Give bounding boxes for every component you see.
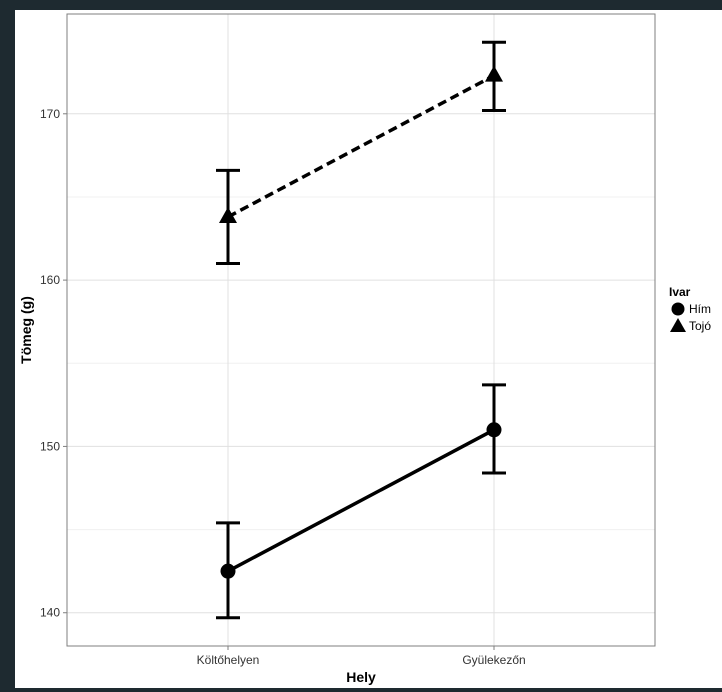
y-tick-label: 170 (40, 107, 60, 121)
x-tick-label: Költőhelyen (197, 653, 260, 667)
legend-key-Hím (671, 302, 685, 316)
series-line-Hím (227, 428, 495, 573)
x-tick-label: Gyülekezőn (462, 653, 525, 667)
series-line-Tojó (227, 73, 495, 219)
x-axis-title: Hely (346, 669, 376, 685)
legend-label-Hím: Hím (689, 302, 711, 316)
legend-key-Tojó (670, 318, 686, 332)
chart-panel: 140 150 160 170 Költőhelyen Gyülekezőn Hely Töm… (15, 10, 722, 688)
data-point-Tojó (219, 206, 237, 223)
chart: 140 150 160 170 Költőhelyen Gyülekezőn Hely Töm… (18, 13, 711, 685)
data-point-Hím (220, 563, 236, 579)
legend-title: Ivar (669, 285, 691, 299)
y-tick-label: 140 (40, 606, 60, 620)
y-axis-title: Tömeg (g) (18, 296, 34, 364)
data-point-Tojó (485, 65, 503, 82)
y-tick-label: 160 (40, 273, 60, 287)
plot-border (66, 13, 656, 647)
y-tick-label: 150 (40, 439, 60, 453)
legend-label-Tojó: Tojó (689, 319, 711, 333)
data-point-Hím (486, 422, 502, 438)
